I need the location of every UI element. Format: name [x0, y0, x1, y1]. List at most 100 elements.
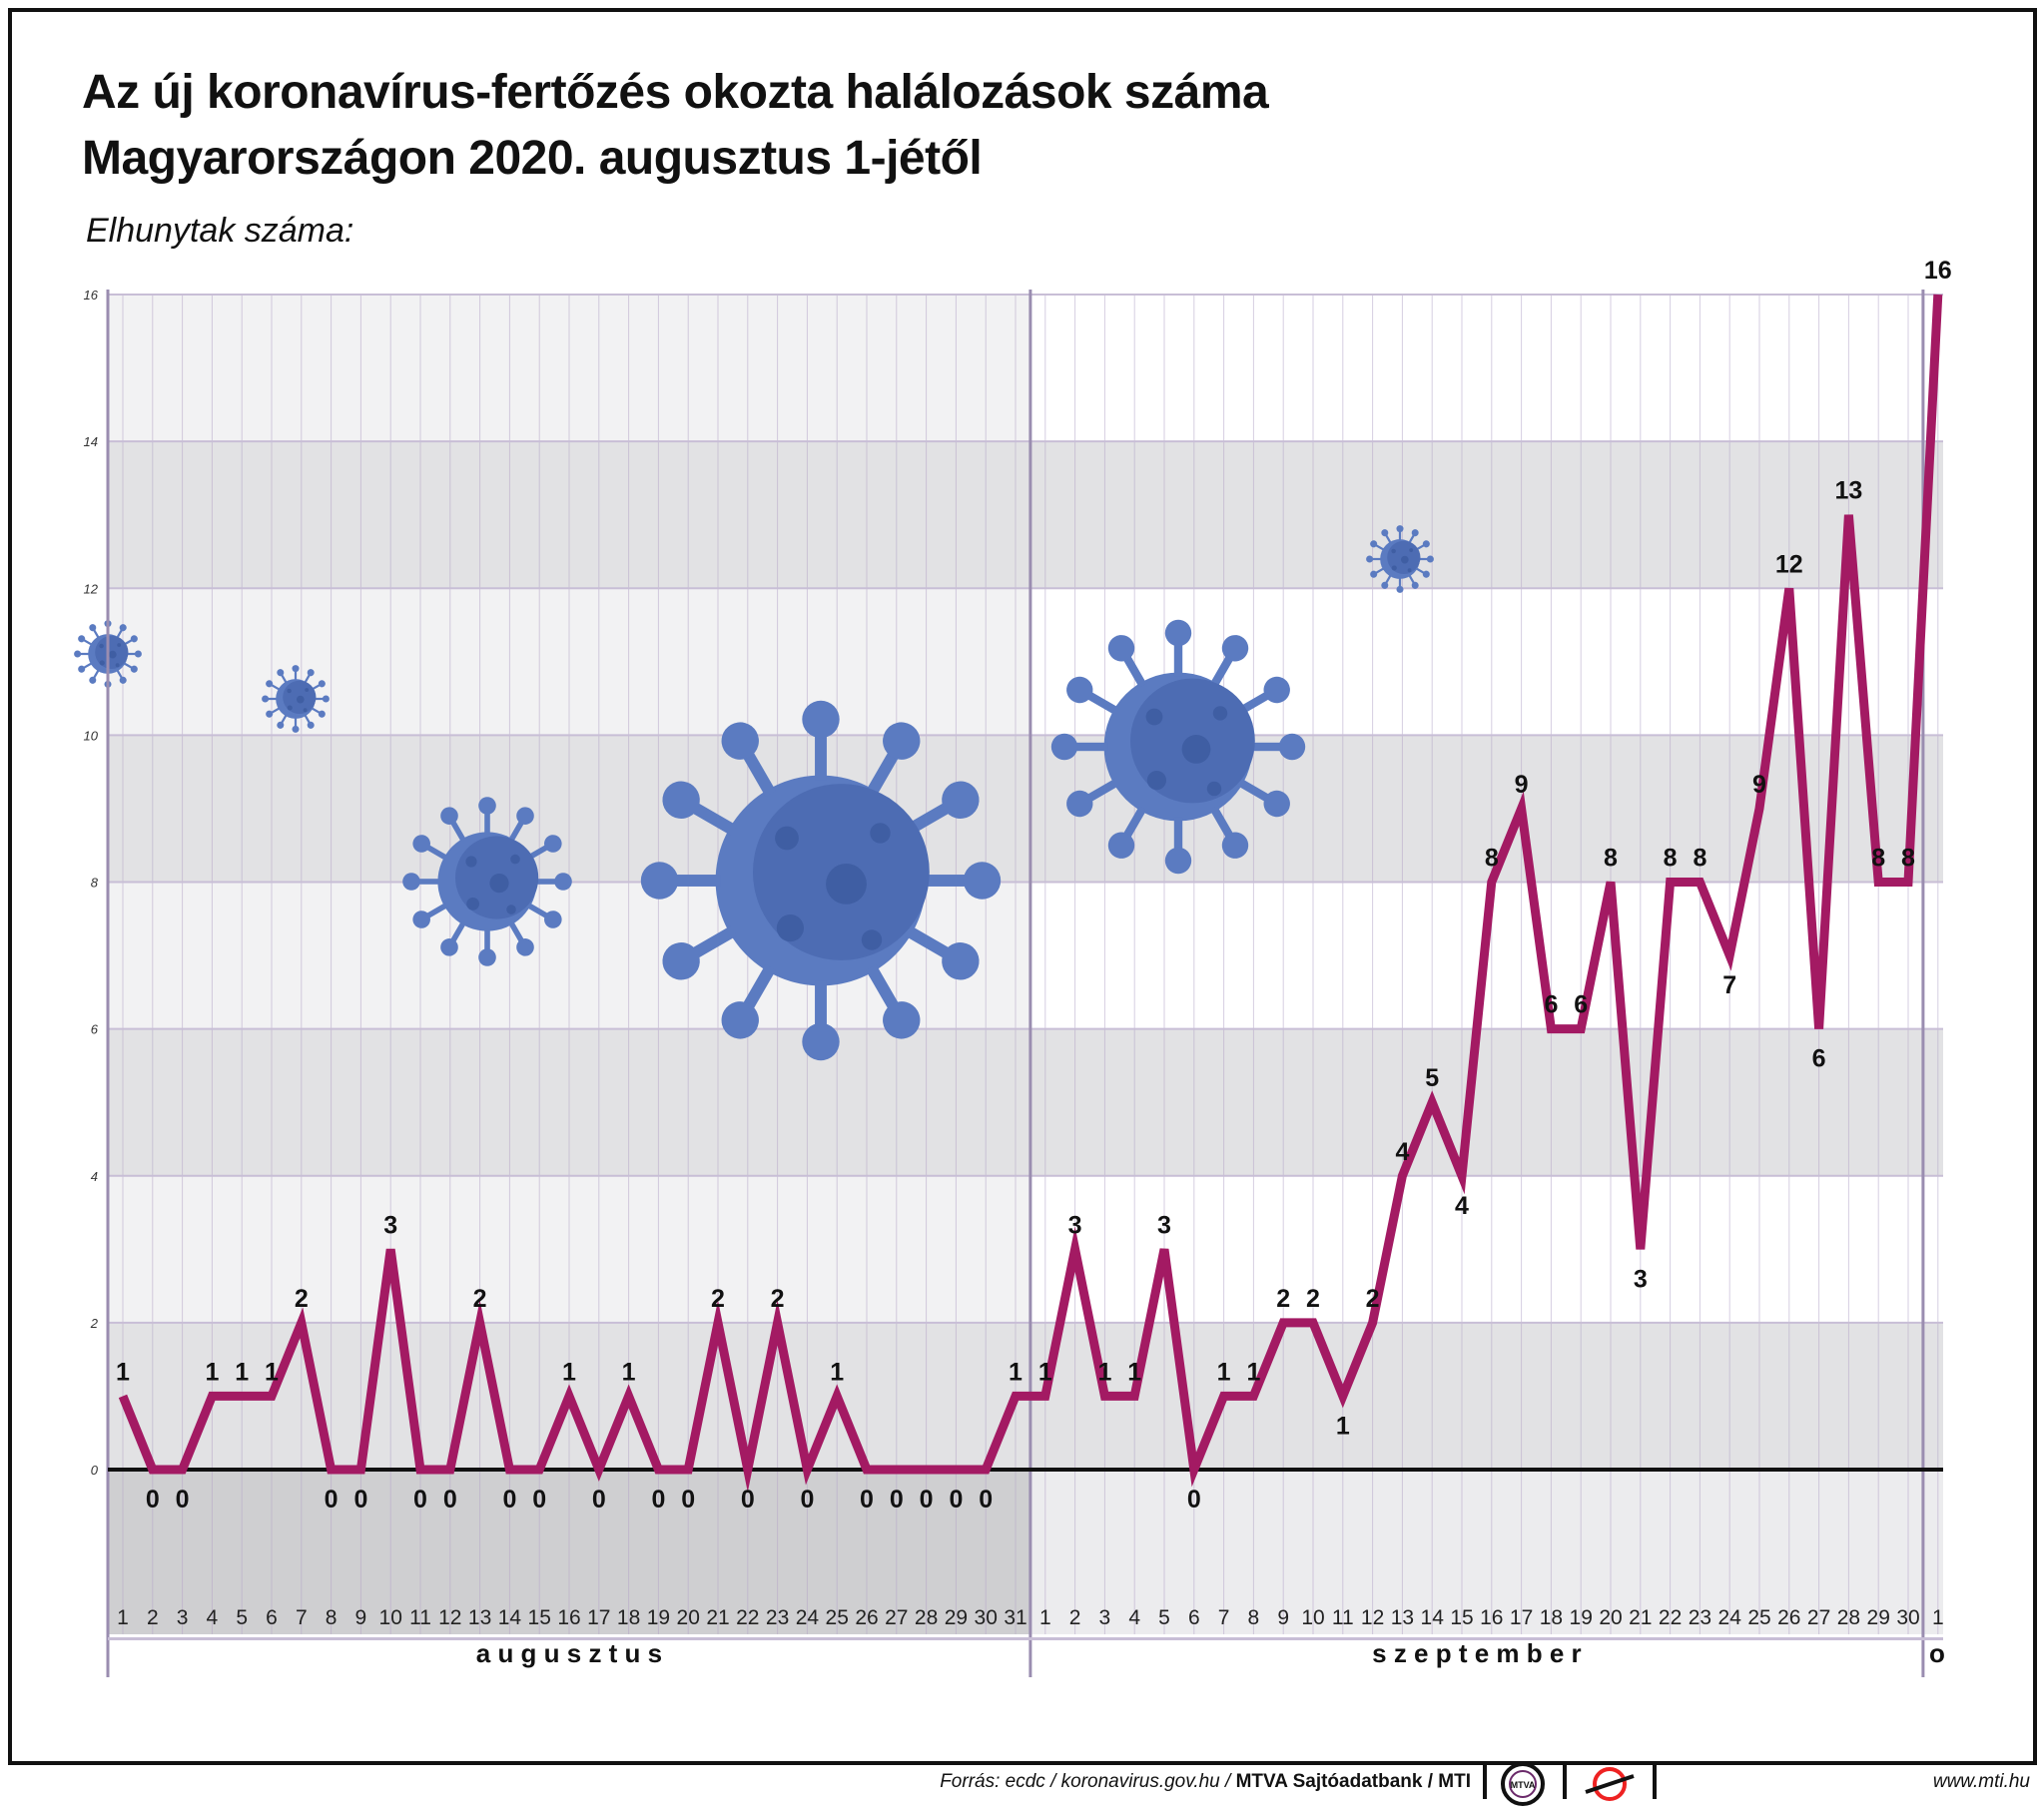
x-tick-label: 12	[438, 1606, 461, 1629]
data-label: 8	[1901, 845, 1915, 873]
data-label: 2	[711, 1285, 725, 1313]
data-label: 1	[1127, 1358, 1141, 1386]
data-label: 0	[741, 1486, 755, 1514]
data-label: 0	[592, 1486, 606, 1514]
data-label: 1	[235, 1358, 249, 1386]
data-label: 3	[1634, 1265, 1648, 1293]
footer-divider	[1483, 1765, 1487, 1799]
x-tick-label: 1	[117, 1606, 129, 1629]
x-tick-label: 3	[1099, 1606, 1111, 1629]
data-label: 0	[860, 1486, 874, 1514]
data-label: 2	[1366, 1285, 1380, 1313]
data-label: 1	[1246, 1358, 1260, 1386]
x-tick-label: 1	[1932, 1606, 1944, 1629]
data-label: 9	[1752, 771, 1766, 799]
data-label: 0	[800, 1486, 814, 1514]
background-band	[1029, 1322, 1943, 1470]
x-tick-label: 19	[647, 1606, 670, 1629]
data-label: 1	[1217, 1358, 1231, 1386]
y-tick-labels: 0 2 4 6 8 10 12 14 16	[84, 288, 99, 1478]
data-label: 0	[979, 1486, 993, 1514]
data-label: 0	[146, 1486, 160, 1514]
x-tick-label: 28	[915, 1606, 938, 1629]
x-tick-label: 29	[945, 1606, 968, 1629]
data-label: 3	[383, 1211, 397, 1239]
month-label: a u g u s z t u s	[476, 1638, 662, 1668]
data-label: 4	[1395, 1138, 1409, 1166]
data-label: 0	[1187, 1486, 1201, 1514]
data-label: 2	[295, 1285, 309, 1313]
x-tick-label: 23	[766, 1606, 789, 1629]
data-label: 0	[681, 1486, 695, 1514]
y-tick-label: 4	[91, 1169, 98, 1184]
x-tick-label: 23	[1689, 1606, 1711, 1629]
data-label: 12	[1775, 550, 1803, 578]
y-tick-label: 2	[90, 1316, 99, 1331]
below-zero-band	[1029, 1470, 1943, 1634]
data-label: 8	[1871, 845, 1885, 873]
y-tick-label: 8	[91, 876, 99, 891]
data-label: 2	[771, 1285, 785, 1313]
x-tick-label: 7	[296, 1606, 308, 1629]
data-label: 0	[353, 1486, 367, 1514]
x-tick-label: 7	[1218, 1606, 1230, 1629]
x-tick-label: 24	[1718, 1606, 1742, 1629]
y-tick-label: 6	[91, 1022, 99, 1037]
data-label: 6	[1544, 991, 1558, 1019]
x-tick-label: 8	[1248, 1606, 1260, 1629]
x-tick-label: 25	[826, 1606, 849, 1629]
x-tick-label: 11	[1332, 1606, 1354, 1629]
y-tick-label: 10	[84, 728, 99, 743]
background-band	[1029, 1175, 1943, 1323]
data-label: 1	[1038, 1358, 1052, 1386]
x-tick-labels: 1 2 3 4 5 6 7 8 9 10 11 12 13 14 15 16 17 18 19 20 21 22 23 24 2…	[117, 1606, 1943, 1629]
x-tick-label: 8	[326, 1606, 338, 1629]
x-tick-label: 5	[1158, 1606, 1170, 1629]
data-label: 2	[1276, 1285, 1290, 1313]
chart-title: Az új koronavírus-fertőzés okozta halálo…	[82, 60, 1269, 192]
x-tick-label: 30	[1896, 1606, 1919, 1629]
x-tick-label: 16	[557, 1606, 580, 1629]
y-axis-title: Elhunytak száma:	[86, 212, 354, 250]
x-tick-label: 19	[1570, 1606, 1593, 1629]
website-url: www.mti.hu	[1932, 1771, 2030, 1792]
data-label: 1	[622, 1358, 636, 1386]
x-tick-label: 9	[355, 1606, 367, 1629]
x-tick-label: 22	[1659, 1606, 1682, 1629]
x-tick-label: 6	[266, 1606, 278, 1629]
data-label: 1	[205, 1358, 219, 1386]
x-tick-label: 17	[1510, 1606, 1533, 1629]
x-tick-label: 28	[1837, 1606, 1860, 1629]
x-tick-label: 2	[1069, 1606, 1081, 1629]
series-line	[118, 294, 1943, 1493]
x-tick-label: 13	[1391, 1606, 1414, 1629]
data-label: 4	[1455, 1192, 1469, 1220]
data-label: 8	[1693, 845, 1706, 873]
data-label: 2	[473, 1285, 487, 1313]
background-band	[1029, 1028, 1943, 1176]
footer-divider	[1563, 1765, 1567, 1799]
data-label: 16	[1924, 257, 1952, 285]
data-label: 0	[949, 1486, 963, 1514]
chart-title-line2: Magyarországon 2020. augusztus 1-jétől	[82, 132, 983, 185]
data-label: 0	[325, 1486, 339, 1514]
x-tick-label: 21	[1629, 1606, 1652, 1629]
data-label: 13	[1834, 477, 1862, 505]
x-tick-label: 6	[1188, 1606, 1200, 1629]
footer: Forrás: ecdc / koronavirus.gov.hu / MTVA…	[0, 1757, 2044, 1820]
x-tick-label: 4	[1128, 1606, 1140, 1629]
data-label: 1	[830, 1358, 844, 1386]
x-tick-label: 26	[855, 1606, 878, 1629]
data-label: 5	[1425, 1064, 1439, 1092]
background-band	[1029, 295, 1943, 442]
data-label: 0	[502, 1486, 516, 1514]
x-tick-label: 21	[706, 1606, 729, 1629]
data-label: 2	[1306, 1285, 1320, 1313]
x-tick-label: 10	[379, 1606, 402, 1629]
data-label: 0	[413, 1486, 427, 1514]
y-tick-label: 12	[84, 581, 99, 596]
x-tick-label: 27	[1807, 1606, 1830, 1629]
